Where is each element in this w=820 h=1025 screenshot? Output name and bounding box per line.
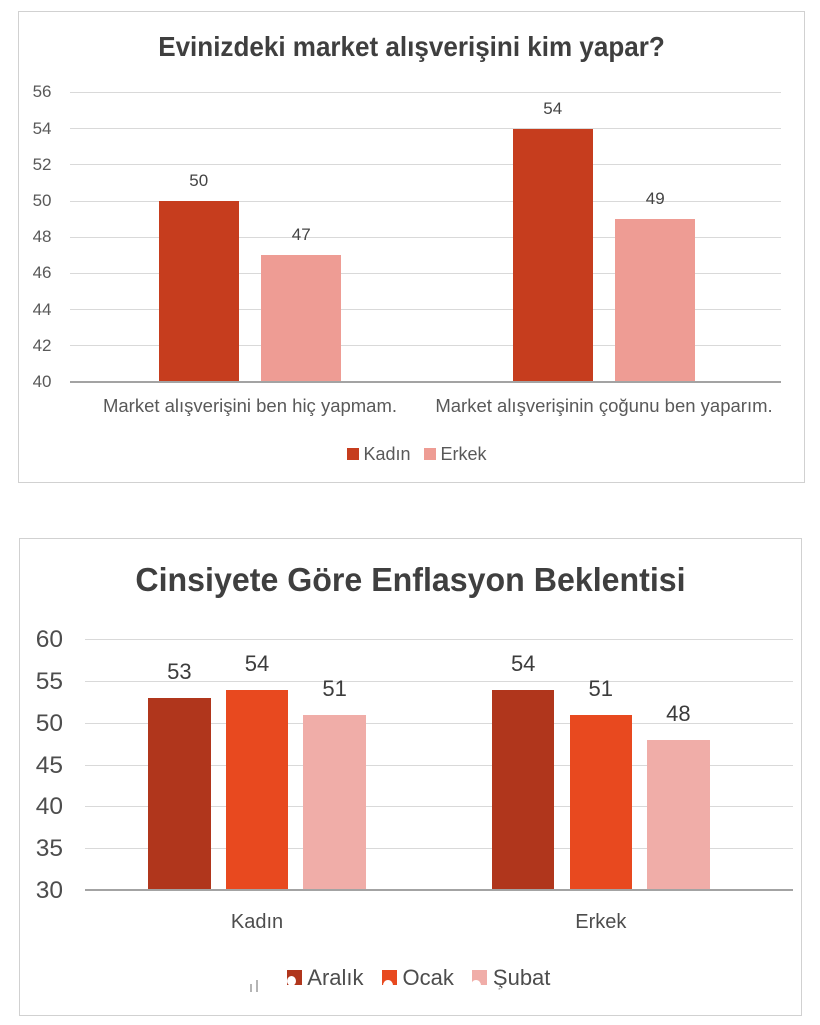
bar-subat-kadin — [303, 714, 366, 891]
gridline-48 — [69, 236, 781, 238]
bar-erkek-market-alisverisinin-cogunu-ben-yaparim — [615, 219, 696, 382]
legend-item-erkek: Erkek — [424, 444, 487, 465]
legend-label-subat: Şubat — [492, 965, 551, 991]
legend-label-kadin: Kadın — [363, 443, 411, 464]
bar-value-label-kadin-market-alisverisini-ben-hic-yapmam: 50 — [189, 171, 209, 191]
chart-title-grocery: Evinizdeki market alışverişini kim yapar… — [158, 31, 665, 62]
bar-value-label-ocak-erkek: 51 — [588, 676, 614, 702]
y-tick-label-40: 40 — [32, 372, 52, 391]
bar-value-label-aralik-erkek: 54 — [510, 651, 536, 677]
x-axis-line — [69, 381, 781, 383]
y-tick-label-45: 45 — [35, 751, 63, 779]
y-tick-label-60: 60 — [35, 626, 63, 654]
bar-ocak-erkek — [569, 714, 632, 891]
y-tick-label-48: 48 — [32, 227, 52, 247]
x-category-label-erkek: Erkek — [575, 910, 627, 933]
gridline-54 — [69, 128, 781, 130]
bar-value-label-kadin-market-alisverisinin-cogunu-ben-yaparim: 54 — [543, 98, 563, 118]
bar-subat-erkek — [647, 740, 710, 891]
watermark-ghost-blob-3 — [499, 987, 515, 994]
watermark-ghost-blob-2 — [414, 986, 432, 994]
chart-card-inflation: Cinsiyete Göre Enflasyon Beklentisi 30 35… — [19, 538, 802, 1016]
y-tick-label-52: 52 — [32, 154, 52, 174]
gridline-40 — [84, 806, 793, 808]
gridline-44 — [69, 309, 781, 311]
x-category-label-kadin: Kadın — [230, 910, 284, 933]
legend-label-erkek: Erkek — [440, 443, 487, 464]
y-tick-label-42: 42 — [32, 335, 52, 355]
legend-item-subat: Şubat — [472, 965, 550, 990]
bar-value-label-subat-kadin: 51 — [322, 676, 347, 702]
x-category-label-market-alisverisini-ben-hic-yapmam: Market alışverişini ben hiç yapmam. — [102, 394, 398, 416]
gridline-50 — [69, 200, 781, 202]
bar-value-label-ocak-kadin: 54 — [244, 651, 270, 677]
watermark-ghost-notch-3 — [471, 980, 481, 991]
gridline-46 — [69, 272, 781, 274]
bar-erkek-market-alisverisini-ben-hic-yapmam — [261, 255, 342, 382]
gridline-55 — [84, 681, 793, 683]
bar-ocak-kadin — [225, 689, 289, 891]
watermark-ghost-blob-1 — [315, 986, 331, 993]
legend-swatch-kadin — [347, 448, 359, 461]
y-tick-label-56: 56 — [32, 82, 52, 102]
bar-value-label-erkek-market-alisverisini-ben-hic-yapmam: 47 — [291, 225, 311, 245]
bar-kadin-market-alisverisinin-cogunu-ben-yaparim — [512, 128, 593, 382]
legend: Kadın Erkek — [347, 444, 487, 465]
bar-kadin-market-alisverisini-ben-hic-yapmam — [158, 201, 239, 382]
legend-swatch-erkek — [424, 448, 437, 461]
y-tick-label-30: 30 — [35, 876, 63, 904]
gridline-50 — [84, 722, 793, 724]
y-tick-label-50: 50 — [35, 709, 63, 737]
legend-item-kadin: Kadın — [347, 444, 411, 465]
watermark-ghost-notch-2 — [382, 980, 393, 991]
bar-aralik-kadin — [148, 698, 211, 891]
watermark-ghost-dot-1 — [455, 984, 461, 991]
watermark-ghost-mark-2 — [256, 980, 258, 992]
y-tick-label-50: 50 — [32, 191, 52, 211]
gridline-60 — [84, 639, 793, 641]
bar-value-label-erkek-market-alisverisinin-cogunu-ben-yaparim: 49 — [645, 189, 665, 209]
gridline-52 — [69, 164, 781, 166]
y-tick-label-35: 35 — [35, 835, 63, 863]
y-tick-label-54: 54 — [32, 118, 52, 138]
chart-card-grocery: Evinizdeki market alışverişini kim yapar… — [18, 11, 805, 483]
y-tick-label-40: 40 — [35, 793, 63, 821]
gridline-56 — [69, 91, 781, 93]
bar-value-label-aralik-kadin: 53 — [167, 659, 192, 685]
x-axis-line — [84, 889, 793, 892]
watermark-ghost-mark-1 — [250, 984, 252, 992]
x-category-label-market-alisverisinin-cogunu-ben-yaparim: Market alışverişinin çoğunu ben yaparım. — [435, 394, 773, 416]
gridline-35 — [84, 848, 793, 850]
y-tick-label-46: 46 — [32, 263, 52, 283]
bar-aralik-erkek — [492, 689, 555, 891]
bar-value-label-subat-erkek: 48 — [666, 701, 691, 727]
y-tick-label-44: 44 — [32, 299, 52, 319]
chart-title-inflation: Cinsiyete Göre Enflasyon Beklentisi — [135, 561, 686, 598]
gridline-45 — [84, 764, 793, 766]
watermark-ghost-notch-1 — [287, 976, 296, 986]
gridline-42 — [69, 345, 781, 347]
y-tick-label-55: 55 — [35, 668, 63, 696]
